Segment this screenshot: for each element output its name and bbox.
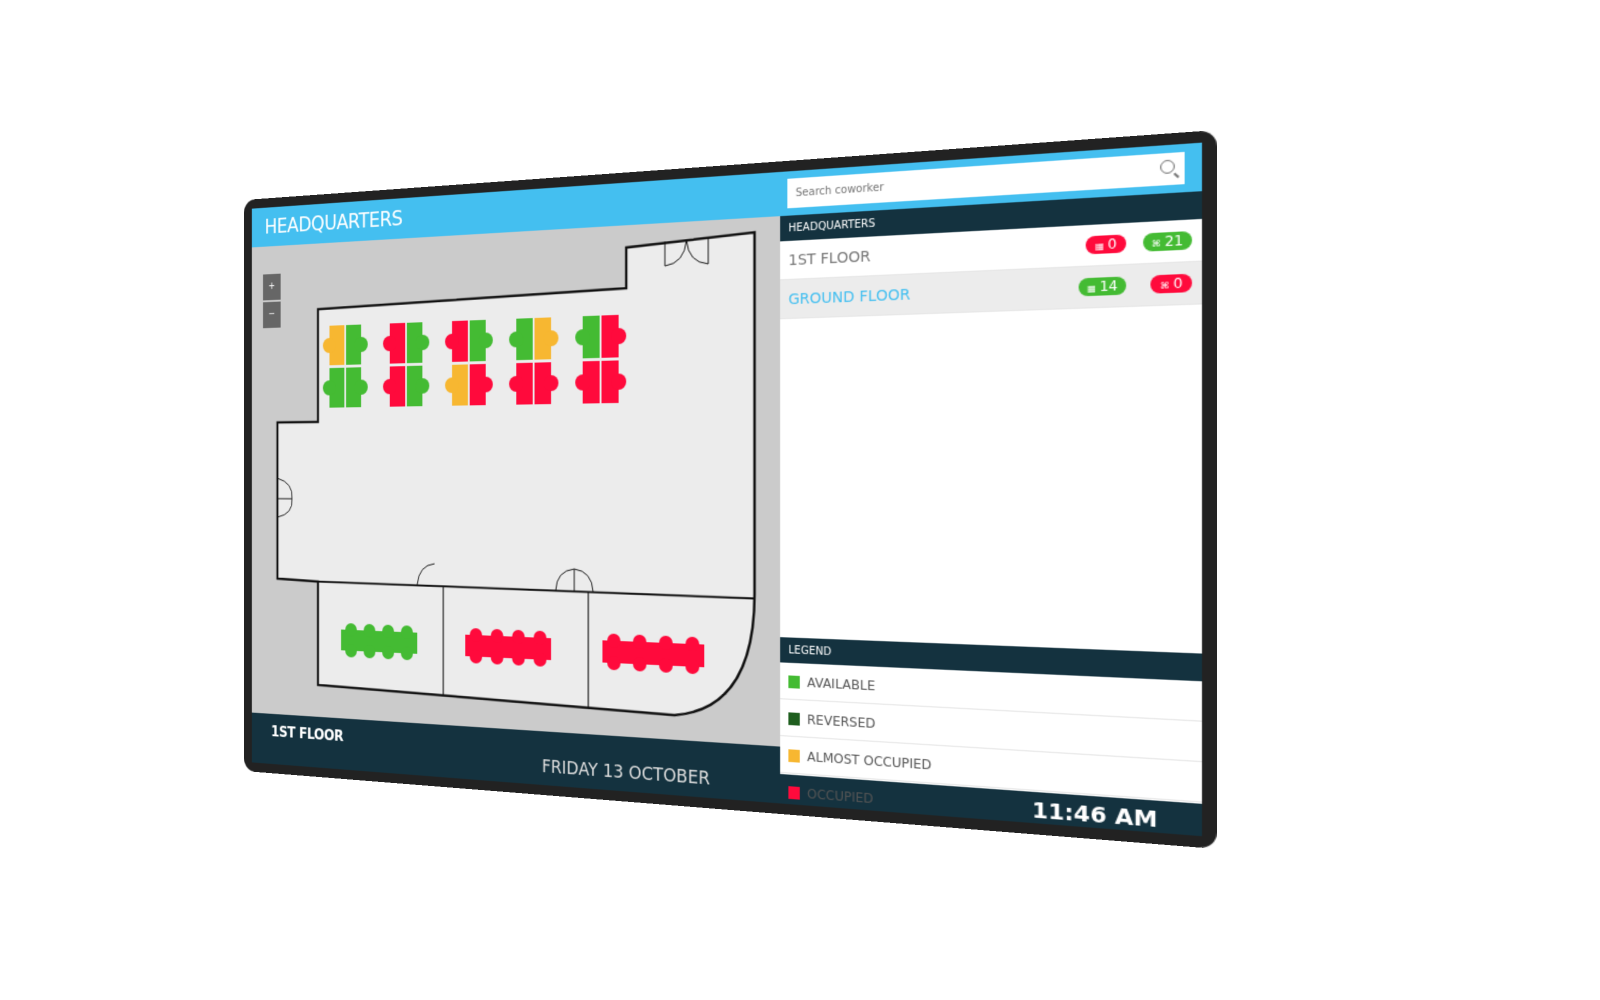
legend-label: REVERSED (807, 712, 875, 731)
zoom-out-icon: − (268, 309, 275, 319)
sidebar: HEADQUARTERS 1ST FLOOR ▦ 0 ⌘ 21 GROUND FLOOR ▦… (780, 191, 1202, 804)
screen: HEADQUARTERS + − 1ST FLOOR FRIDAY 13 OCT… (252, 143, 1202, 837)
search-icon[interactable] (1160, 159, 1175, 174)
badge-value: 0 (1173, 275, 1182, 291)
legend-swatch (788, 675, 799, 688)
legend-label: AVAILABLE (807, 675, 875, 693)
legend: LEGEND AVAILABLE REVERSED ALMOST OCCUPIED O… (780, 637, 1202, 836)
current-date: FRIDAY 13 OCTOBER (542, 757, 710, 790)
zoom-controls: + − (263, 274, 281, 330)
chair-icon: ⌘ (1151, 238, 1161, 249)
legend-swatch (788, 749, 799, 762)
badge-value: 21 (1165, 233, 1184, 250)
legend-label: ALMOST OCCUPIED (807, 749, 931, 772)
floor-label: GROUND FLOOR (788, 287, 910, 309)
legend-swatch (788, 786, 799, 800)
floor-plan (252, 216, 780, 746)
badge-value: 0 (1108, 236, 1117, 252)
count-badge: ▦ 0 (1086, 234, 1127, 254)
desk-icon: ▦ (1087, 283, 1096, 294)
zoom-in-button[interactable]: + (263, 274, 281, 301)
zoom-in-icon: + (268, 281, 275, 292)
display-device: HEADQUARTERS + − 1ST FLOOR FRIDAY 13 OCT… (244, 130, 1217, 849)
zoom-out-button[interactable]: − (263, 302, 281, 329)
chair-icon: ⌘ (1160, 280, 1170, 291)
current-floor: 1ST FLOOR (271, 723, 343, 745)
floor-label: 1ST FLOOR (788, 248, 870, 269)
legend-swatch (788, 712, 799, 725)
floor-map[interactable]: + − (252, 216, 780, 746)
count-badge: ▦ 14 (1079, 276, 1126, 296)
count-badge: ⌘ 21 (1143, 231, 1192, 252)
desk-icon: ▦ (1095, 241, 1104, 252)
page-title: HEADQUARTERS (265, 207, 403, 239)
legend-label: OCCUPIED (807, 786, 873, 806)
badge-value: 14 (1100, 278, 1118, 295)
count-badge: ⌘ 0 (1150, 274, 1192, 294)
